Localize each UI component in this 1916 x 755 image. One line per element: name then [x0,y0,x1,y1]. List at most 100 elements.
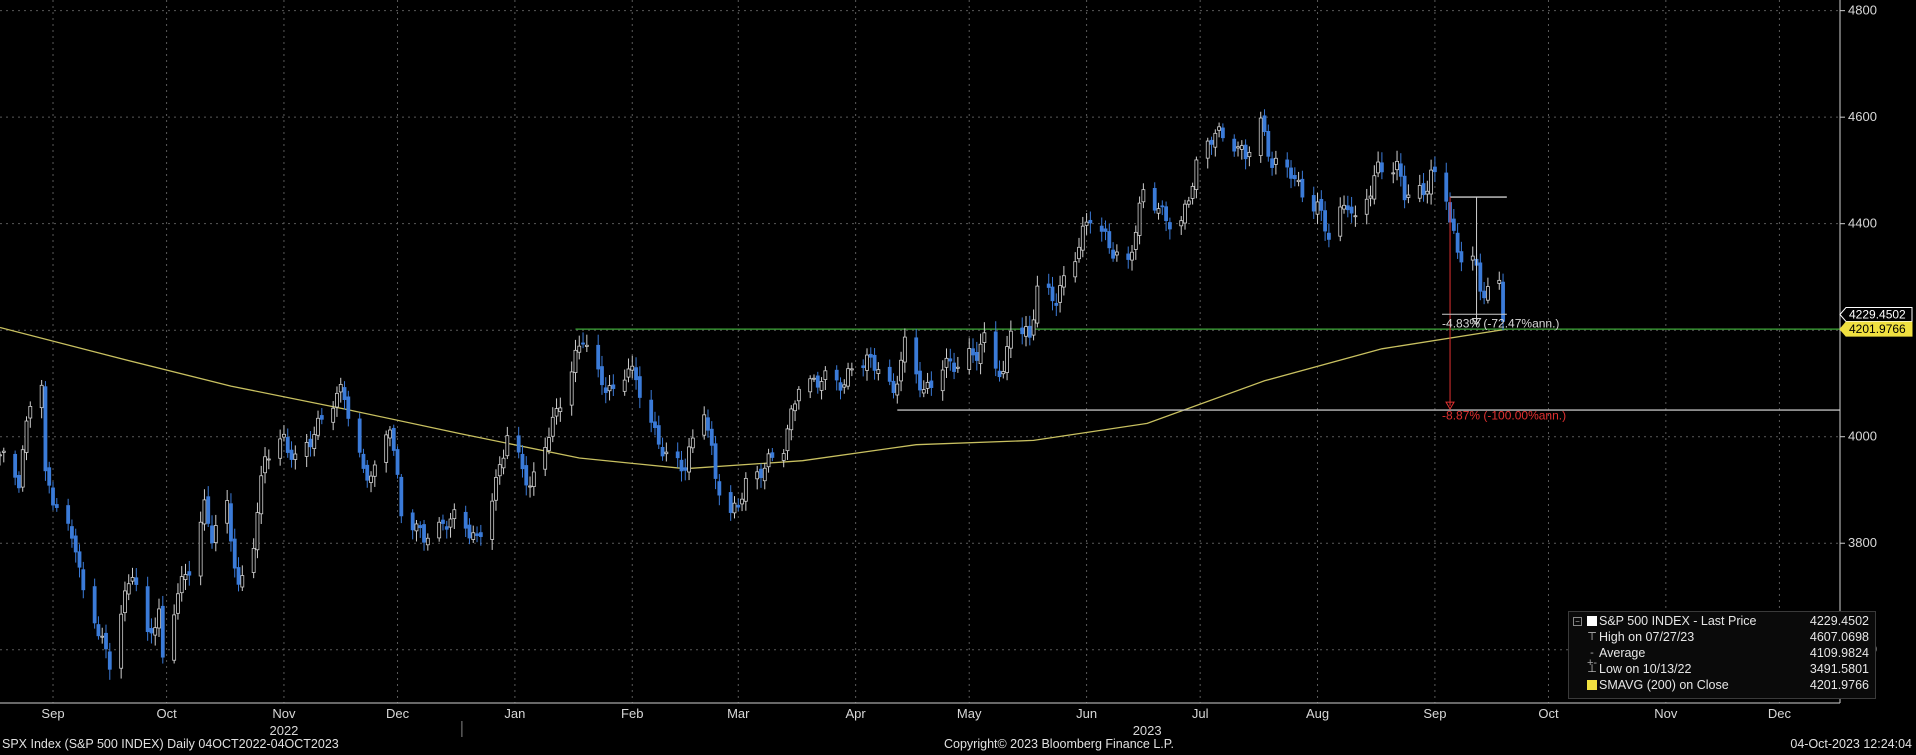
candle-body [505,435,510,457]
collapse-icon[interactable]: − [1573,617,1582,626]
candle-body [266,458,271,461]
candle-body [1417,185,1422,199]
candle-body [1183,203,1187,224]
candle-body [24,420,29,453]
candle-body [1289,167,1293,179]
candle-body [157,608,161,629]
legend-row-average[interactable]: -+- Average 4109.9824 [1569,646,1875,669]
candle-body [531,471,536,487]
legend-row-smavg[interactable]: SMAVG (200) on Close 4201.9766 [1569,678,1875,694]
candle [319,408,324,425]
arrow-down-icon [1471,317,1482,326]
candle [706,409,710,438]
candle-body [282,433,286,438]
candle [1194,156,1199,199]
candle-body [1073,261,1078,278]
candle-body [876,369,881,374]
x-tick-label: Mar [727,706,750,721]
candle-body [319,415,324,420]
candle-body [683,467,688,471]
candle-body [808,378,813,393]
candle [1459,241,1464,272]
candle [183,563,188,590]
candle-body [982,332,987,343]
candle-body [372,464,377,477]
candle-body [338,384,343,393]
candle-body [622,379,627,392]
candle [312,426,317,457]
candle [921,380,926,398]
candle-body [607,385,612,392]
candle [1236,141,1240,157]
candle [130,567,135,585]
legend-row-low[interactable]: ⊥ Low on 10/13/22 3491.5801 [1569,662,1875,678]
price-tag: 4229.4502 [1839,307,1913,323]
legend-box[interactable]: − S&P 500 INDEX - Last Price 4229.4502 ⊤… [1568,611,1876,699]
candle [516,426,521,459]
candle [278,429,283,466]
candle [1024,316,1028,347]
candle-body [176,593,180,614]
candle [437,517,442,542]
candle [452,503,457,530]
annotation-label: -8.87% (-100.00%ann.) [1442,408,1566,422]
candle [179,566,184,602]
candle [1421,172,1426,202]
candle-body [728,492,733,513]
candle [528,476,532,498]
candle [978,333,983,375]
candle [77,544,82,578]
candle-body [391,427,396,451]
candle [51,481,55,511]
candle [1368,185,1373,207]
legend-row-high[interactable]: ⊤ High on 07/27/23 4607.0698 [1569,630,1875,646]
candle [1027,315,1032,346]
candle [335,386,339,417]
y-tick-label: 4400 [1848,216,1877,231]
candle [1020,317,1025,345]
candle-body [1266,131,1271,157]
candle [622,369,627,396]
candle-body [467,524,472,539]
candle [1046,273,1051,295]
candle [54,498,59,512]
candle [683,458,688,481]
candle-body [357,418,362,453]
candle-body [1372,175,1377,200]
candle [395,446,400,479]
candle [1285,152,1290,178]
candle [823,366,828,390]
candle [1372,165,1377,205]
candle [808,375,813,399]
year-label: 2023 [1133,723,1162,738]
candle [263,447,267,484]
candle-body [1376,161,1381,174]
candle [1080,216,1085,258]
candle-body [1497,279,1502,284]
candle-body [895,383,900,396]
candle-body [1114,251,1119,256]
candle-body [331,407,336,423]
candle-body [289,449,294,460]
price-tag-box [1839,307,1913,323]
candle [1217,122,1221,138]
candle-body [1046,283,1051,288]
candle-body [1406,194,1411,198]
candle-body [524,465,529,486]
candle [255,502,260,559]
candle-body [1451,218,1456,231]
candle-body [225,500,230,524]
legend-row-last-price[interactable]: − S&P 500 INDEX - Last Price 4229.4502 [1569,614,1875,630]
candle [1058,275,1062,313]
candle-body [1077,246,1081,260]
candle-body [1061,275,1066,288]
candle-body [153,627,158,636]
candle [1035,275,1040,328]
candle [630,355,635,379]
candle [1353,205,1358,227]
candle-body [278,438,283,459]
candle-body [573,349,578,374]
legend-value: 4607.0698 [1809,630,1869,644]
